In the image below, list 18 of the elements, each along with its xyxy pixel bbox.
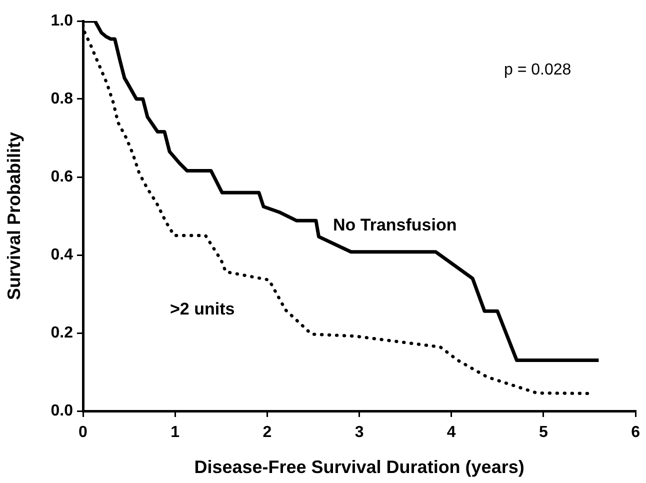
x-tick-label: 6 bbox=[631, 424, 640, 442]
y-tick-label: 1.0 bbox=[50, 12, 74, 30]
series-label: No Transfusion bbox=[333, 216, 457, 235]
y-axis-title: Survival Probability bbox=[4, 132, 24, 300]
x-tick-label: 4 bbox=[446, 424, 456, 442]
y-tick-label: 0.4 bbox=[50, 246, 74, 264]
x-axis-title: Disease-Free Survival Duration (years) bbox=[194, 457, 524, 478]
annotation: p = 0.028 bbox=[504, 61, 572, 78]
x-tick-label: 0 bbox=[78, 424, 88, 442]
y-tick-label: 0.8 bbox=[50, 90, 74, 108]
y-tick-label: 0.0 bbox=[50, 402, 74, 420]
x-tick-label: 2 bbox=[262, 424, 272, 442]
y-tick-label: 0.2 bbox=[50, 324, 74, 342]
x-tick-label: 3 bbox=[354, 424, 364, 442]
y-tick-label: 0.6 bbox=[50, 168, 74, 186]
x-tick-label: 1 bbox=[170, 424, 180, 442]
series-label: >2 units bbox=[170, 300, 235, 319]
x-tick-label: 5 bbox=[539, 424, 548, 442]
